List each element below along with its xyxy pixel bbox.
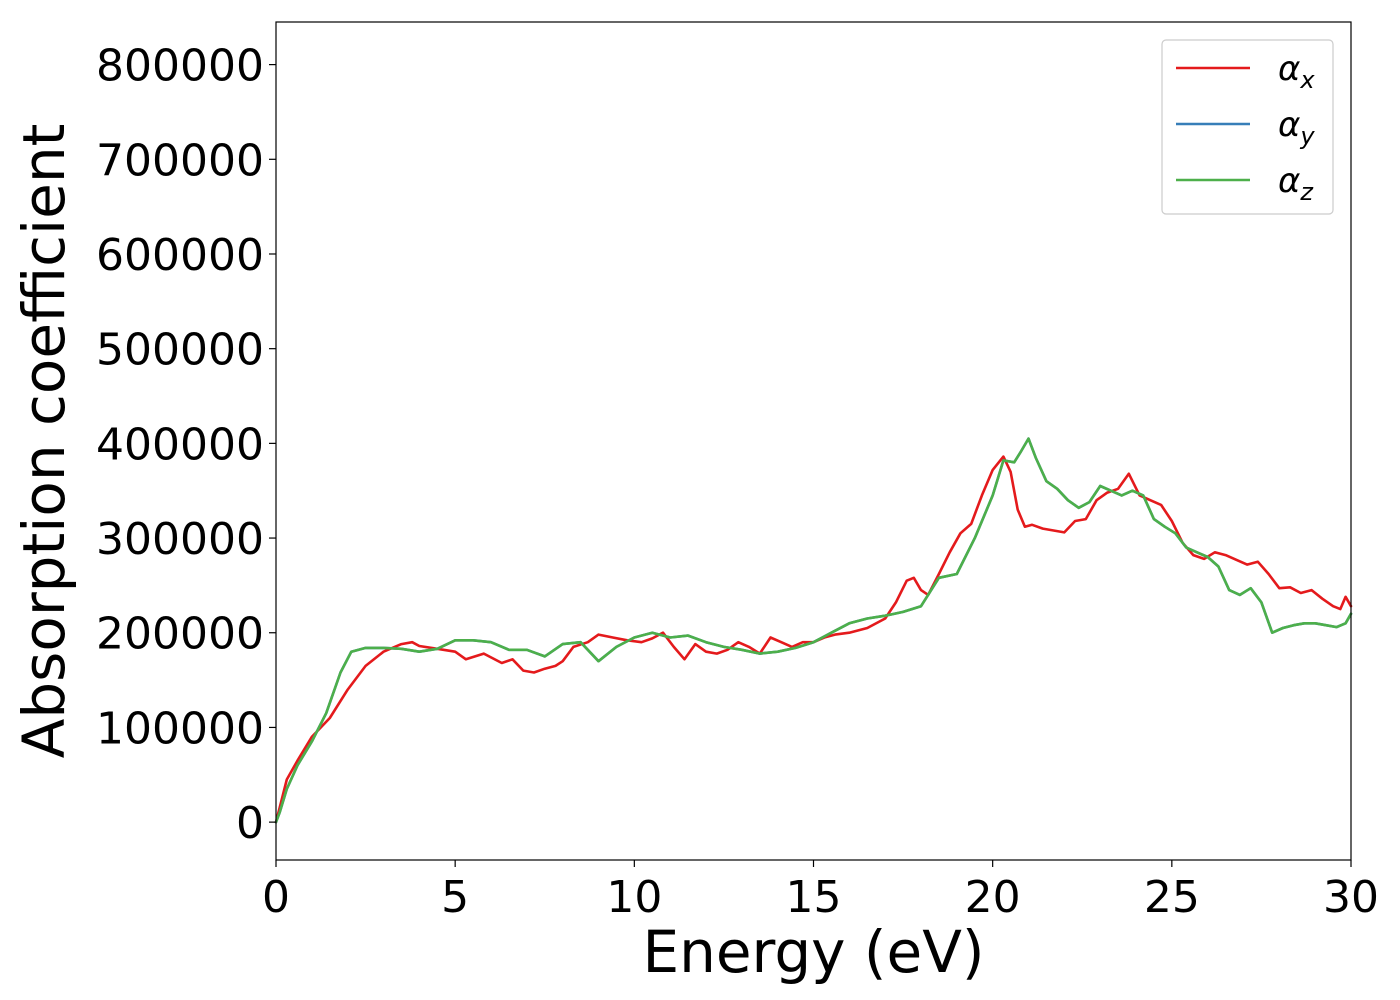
x-tick-label: 25 [1144,872,1200,923]
series-line-z [274,437,1353,824]
legend-label-x: αx [1278,49,1315,94]
y-axis-ticks: 0 100000 200000 300000 400000 500000 600000 700… [96,41,276,849]
series-layer [274,437,1353,824]
y-tick-label: 0 [236,798,264,849]
legend-label-z: αz [1278,161,1314,206]
legend-box [1161,39,1334,215]
x-axis-ticks: 0 5 10 15 20 25 30 [262,860,1379,923]
x-tick-label: 15 [786,872,842,923]
y-tick-label: 300000 [96,514,264,565]
y-tick-label: 400000 [96,419,264,470]
y-tick-label: 500000 [96,325,264,376]
x-tick-label: 20 [965,872,1021,923]
legend-label-y: αy [1278,105,1315,150]
y-axis-title: Absorption coefficient [10,124,78,759]
x-tick-label: 0 [262,872,290,923]
series-line-x [274,455,1353,824]
y-tick-label: 700000 [96,135,264,186]
y-tick-label: 100000 [96,703,264,754]
y-tick-label: 200000 [96,609,264,660]
x-axis-title: Energy (eV) [642,918,984,986]
x-tick-label: 30 [1323,872,1379,923]
y-tick-label: 800000 [96,41,264,92]
legend: αx αy αz [1161,39,1334,215]
y-tick-label: 600000 [96,230,264,281]
x-tick-label: 5 [441,872,469,923]
x-tick-label: 10 [606,872,662,923]
